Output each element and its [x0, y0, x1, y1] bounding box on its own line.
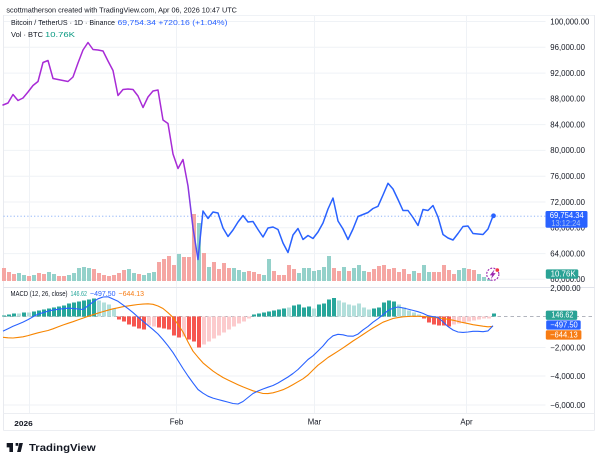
svg-text:88,000.00: 88,000.00: [550, 95, 585, 104]
svg-text:2,000.00: 2,000.00: [550, 284, 581, 293]
svg-text:84,000.00: 84,000.00: [550, 120, 585, 129]
svg-text:68,000.00: 68,000.00: [550, 224, 585, 233]
svg-text:146.62: 146.62: [71, 289, 88, 298]
svg-text:−2,000.00: −2,000.00: [550, 343, 586, 352]
svg-text:−644.13: −644.13: [550, 330, 578, 339]
svg-text:100,000.00: 100,000.00: [550, 17, 590, 26]
svg-text:80,000.00: 80,000.00: [550, 146, 585, 155]
svg-text:69,754.34: 69,754.34: [550, 211, 585, 220]
svg-text:10.76K: 10.76K: [551, 270, 577, 279]
svg-text:−6,000.00: −6,000.00: [550, 401, 586, 410]
svg-text:TradingView: TradingView: [29, 442, 97, 454]
svg-text:−497.50: −497.50: [90, 289, 116, 298]
svg-text:Vol · BTC: Vol · BTC: [11, 30, 44, 39]
svg-text:69,754.34 +720.16 (+1.04%): 69,754.34 +720.16 (+1.04%): [118, 18, 229, 27]
svg-text:scottmatherson created with Tr: scottmatherson created with TradingView.…: [6, 5, 237, 14]
svg-text:Bitcoin / TetherUS · 1D · Bina: Bitcoin / TetherUS · 1D · Binance: [11, 18, 115, 27]
svg-text:−4,000.00: −4,000.00: [550, 372, 586, 381]
svg-text:76,000.00: 76,000.00: [550, 172, 585, 181]
svg-text:92,000.00: 92,000.00: [550, 69, 585, 78]
svg-text:13:12:24: 13:12:24: [551, 219, 581, 228]
svg-text:MACD (12, 26, close): MACD (12, 26, close): [11, 289, 68, 298]
svg-text:−644.13: −644.13: [119, 289, 145, 298]
svg-text:146.62: 146.62: [551, 311, 573, 320]
svg-text:60,000.00: 60,000.00: [550, 275, 585, 284]
svg-text:Mar: Mar: [308, 417, 322, 426]
svg-text:Feb: Feb: [170, 417, 184, 426]
svg-text:Apr: Apr: [460, 417, 473, 426]
svg-text:2026: 2026: [14, 419, 32, 428]
svg-text:−497.50: −497.50: [550, 320, 578, 329]
svg-text:10.76K: 10.76K: [45, 30, 75, 39]
svg-text:64,000.00: 64,000.00: [550, 249, 585, 258]
svg-text:96,000.00: 96,000.00: [550, 43, 585, 52]
svg-text:72,000.00: 72,000.00: [550, 198, 585, 207]
